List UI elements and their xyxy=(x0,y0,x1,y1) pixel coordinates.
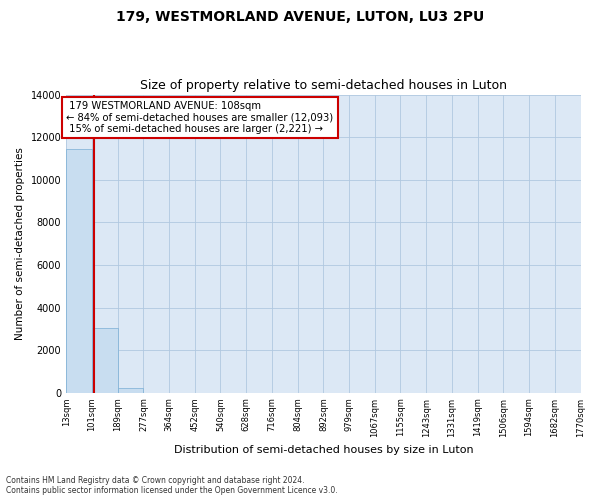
Bar xyxy=(92,328,118,392)
Title: Size of property relative to semi-detached houses in Luton: Size of property relative to semi-detach… xyxy=(140,79,507,92)
X-axis label: Distribution of semi-detached houses by size in Luton: Distribution of semi-detached houses by … xyxy=(173,445,473,455)
Y-axis label: Number of semi-detached properties: Number of semi-detached properties xyxy=(15,147,25,340)
Bar xyxy=(118,388,143,392)
Text: 179 WESTMORLAND AVENUE: 108sqm
← 84% of semi-detached houses are smaller (12,093: 179 WESTMORLAND AVENUE: 108sqm ← 84% of … xyxy=(67,101,334,134)
Text: 179, WESTMORLAND AVENUE, LUTON, LU3 2PU: 179, WESTMORLAND AVENUE, LUTON, LU3 2PU xyxy=(116,10,484,24)
Text: Contains HM Land Registry data © Crown copyright and database right 2024.
Contai: Contains HM Land Registry data © Crown c… xyxy=(6,476,338,495)
Bar xyxy=(66,149,92,392)
